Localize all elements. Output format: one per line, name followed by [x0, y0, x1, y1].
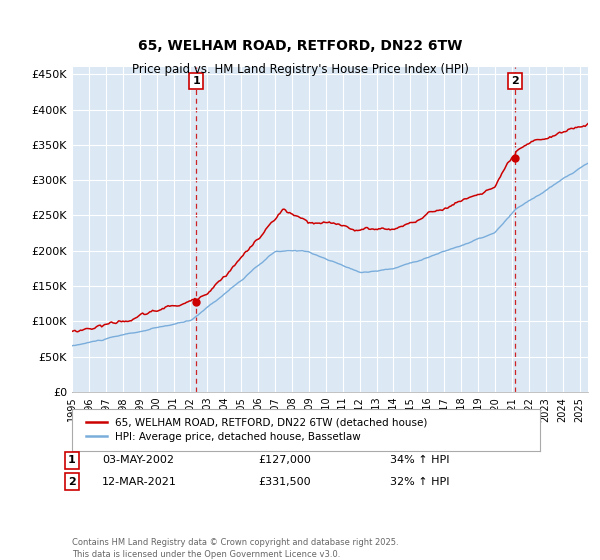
Text: 1: 1 — [193, 76, 200, 86]
Text: £331,500: £331,500 — [258, 477, 311, 487]
Text: 34% ↑ HPI: 34% ↑ HPI — [390, 455, 449, 465]
Text: £127,000: £127,000 — [258, 455, 311, 465]
Text: 32% ↑ HPI: 32% ↑ HPI — [390, 477, 449, 487]
Text: 2: 2 — [68, 477, 76, 487]
Legend: 65, WELHAM ROAD, RETFORD, DN22 6TW (detached house), HPI: Average price, detache: 65, WELHAM ROAD, RETFORD, DN22 6TW (deta… — [82, 413, 432, 446]
Text: 12-MAR-2021: 12-MAR-2021 — [102, 477, 177, 487]
Text: 03-MAY-2002: 03-MAY-2002 — [102, 455, 174, 465]
Text: 2: 2 — [511, 76, 519, 86]
Text: 1: 1 — [68, 455, 76, 465]
Text: Price paid vs. HM Land Registry's House Price Index (HPI): Price paid vs. HM Land Registry's House … — [131, 63, 469, 76]
Text: Contains HM Land Registry data © Crown copyright and database right 2025.
This d: Contains HM Land Registry data © Crown c… — [72, 538, 398, 559]
Text: 65, WELHAM ROAD, RETFORD, DN22 6TW: 65, WELHAM ROAD, RETFORD, DN22 6TW — [138, 39, 462, 53]
